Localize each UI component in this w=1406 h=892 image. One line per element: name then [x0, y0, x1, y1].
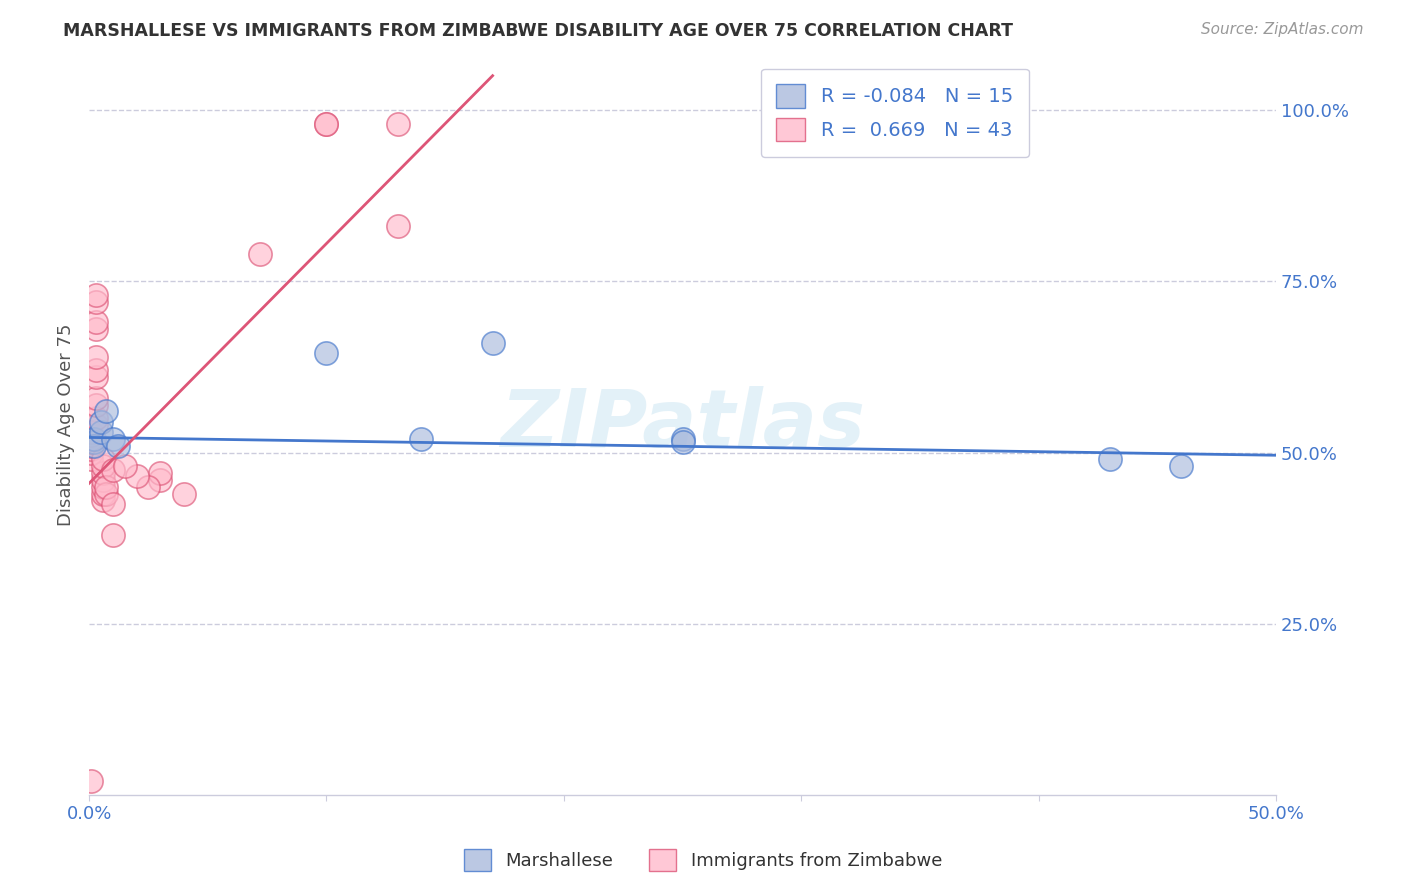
- Point: [91, 486, 114, 500]
- Point: [90, 415, 112, 429]
- Point: [84, 322, 107, 336]
- Point: [84, 350, 107, 364]
- Text: Source: ZipAtlas.com: Source: ZipAtlas.com: [1201, 22, 1364, 37]
- Point: [315, 346, 337, 360]
- Point: [94, 486, 117, 500]
- Point: [80, 425, 103, 439]
- Point: [84, 294, 107, 309]
- Point: [173, 486, 195, 500]
- Point: [83, 432, 105, 446]
- Point: [91, 480, 114, 494]
- Point: [84, 391, 107, 405]
- Point: [387, 219, 409, 234]
- Point: [91, 466, 114, 480]
- Point: [101, 497, 124, 511]
- Point: [91, 459, 114, 474]
- Point: [91, 493, 114, 508]
- Point: [315, 117, 337, 131]
- Point: [411, 432, 433, 446]
- Point: [84, 411, 107, 425]
- Point: [94, 480, 117, 494]
- Point: [107, 439, 129, 453]
- Text: ZIPatlas: ZIPatlas: [501, 386, 865, 464]
- Point: [1170, 459, 1192, 474]
- Point: [80, 774, 103, 789]
- Point: [80, 442, 103, 456]
- Point: [83, 439, 105, 453]
- Point: [84, 288, 107, 302]
- Point: [114, 459, 136, 474]
- Y-axis label: Disability Age Over 75: Disability Age Over 75: [58, 324, 75, 526]
- Point: [101, 527, 124, 541]
- Point: [80, 435, 103, 450]
- Point: [80, 452, 103, 467]
- Point: [83, 435, 105, 450]
- Point: [671, 435, 693, 450]
- Point: [84, 363, 107, 377]
- Point: [84, 315, 107, 329]
- Point: [91, 473, 114, 487]
- Point: [80, 439, 103, 453]
- Point: [387, 117, 409, 131]
- Point: [138, 480, 160, 494]
- Legend: R = -0.084   N = 15, R =  0.669   N = 43: R = -0.084 N = 15, R = 0.669 N = 43: [761, 69, 1029, 157]
- Point: [80, 445, 103, 459]
- Point: [101, 462, 124, 476]
- Point: [149, 466, 172, 480]
- Point: [84, 418, 107, 433]
- Point: [481, 335, 503, 350]
- Point: [671, 432, 693, 446]
- Point: [80, 428, 103, 442]
- Point: [84, 398, 107, 412]
- Text: MARSHALLESE VS IMMIGRANTS FROM ZIMBABWE DISABILITY AGE OVER 75 CORRELATION CHART: MARSHALLESE VS IMMIGRANTS FROM ZIMBABWE …: [63, 22, 1014, 40]
- Point: [125, 469, 148, 483]
- Point: [84, 370, 107, 384]
- Point: [80, 432, 103, 446]
- Point: [1098, 452, 1121, 467]
- Point: [101, 432, 124, 446]
- Legend: Marshallese, Immigrants from Zimbabwe: Marshallese, Immigrants from Zimbabwe: [457, 842, 949, 879]
- Point: [90, 425, 112, 439]
- Point: [249, 247, 271, 261]
- Point: [315, 117, 337, 131]
- Point: [91, 452, 114, 467]
- Point: [149, 473, 172, 487]
- Point: [94, 404, 117, 418]
